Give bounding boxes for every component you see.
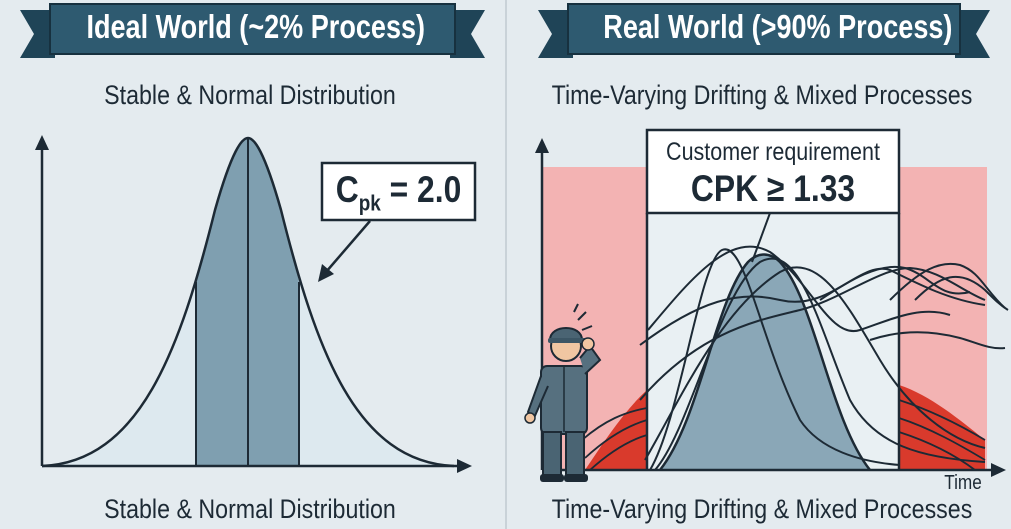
cpk-callout-box [320,161,477,222]
y-axis-arrow [35,135,49,150]
real-subtitle-top: Time-Varying Drifting & Mixed Processes [551,80,973,110]
time-axis-label: Time [944,472,982,494]
cpk-callout-subscript: pk [358,190,381,216]
right-x-axis-arrow [991,463,1006,477]
ideal-world-banner-title: Ideal World (~2% Process) [86,8,426,45]
ideal-subtitle-bottom: Stable & Normal Distribution [104,494,396,524]
requirement-value: CPK ≥ 1.33 [690,168,856,209]
requirement-pointer [751,212,771,263]
ideal-distribution-chart [35,135,477,473]
real-world-banner-title: Real World (>90% Process) [603,8,953,45]
tail-curves-left [581,407,648,471]
tail-curves-right [898,399,986,471]
main-distribution-fill [660,254,870,470]
real-world-banner [538,3,990,58]
cpk-callout-text: Cpk = 2.0 [333,169,465,216]
real-subtitle-bottom: Time-Varying Drifting & Mixed Processes [551,494,973,524]
stress-lines-icon [573,303,593,331]
right-y-axis-arrow [535,138,549,153]
cpk-callout-prefix: C [335,169,359,210]
worker-figure-icon [524,303,602,482]
drifting-curves [639,245,1009,471]
x-axis-arrow [457,459,472,473]
panel-divider [505,0,507,529]
cpk-callout-suffix: = 2.0 [380,169,462,210]
main-distribution-outline [659,253,871,471]
ideal-world-banner [20,3,485,58]
requirement-box [645,128,901,215]
ideal-subtitle-top: Stable & Normal Distribution [104,80,396,110]
cpk-callout-arrow-line [325,220,371,273]
requirement-label: Customer requirement [666,138,880,166]
cpk-callout-arrowhead [318,264,334,282]
left-tail-red [585,390,647,470]
